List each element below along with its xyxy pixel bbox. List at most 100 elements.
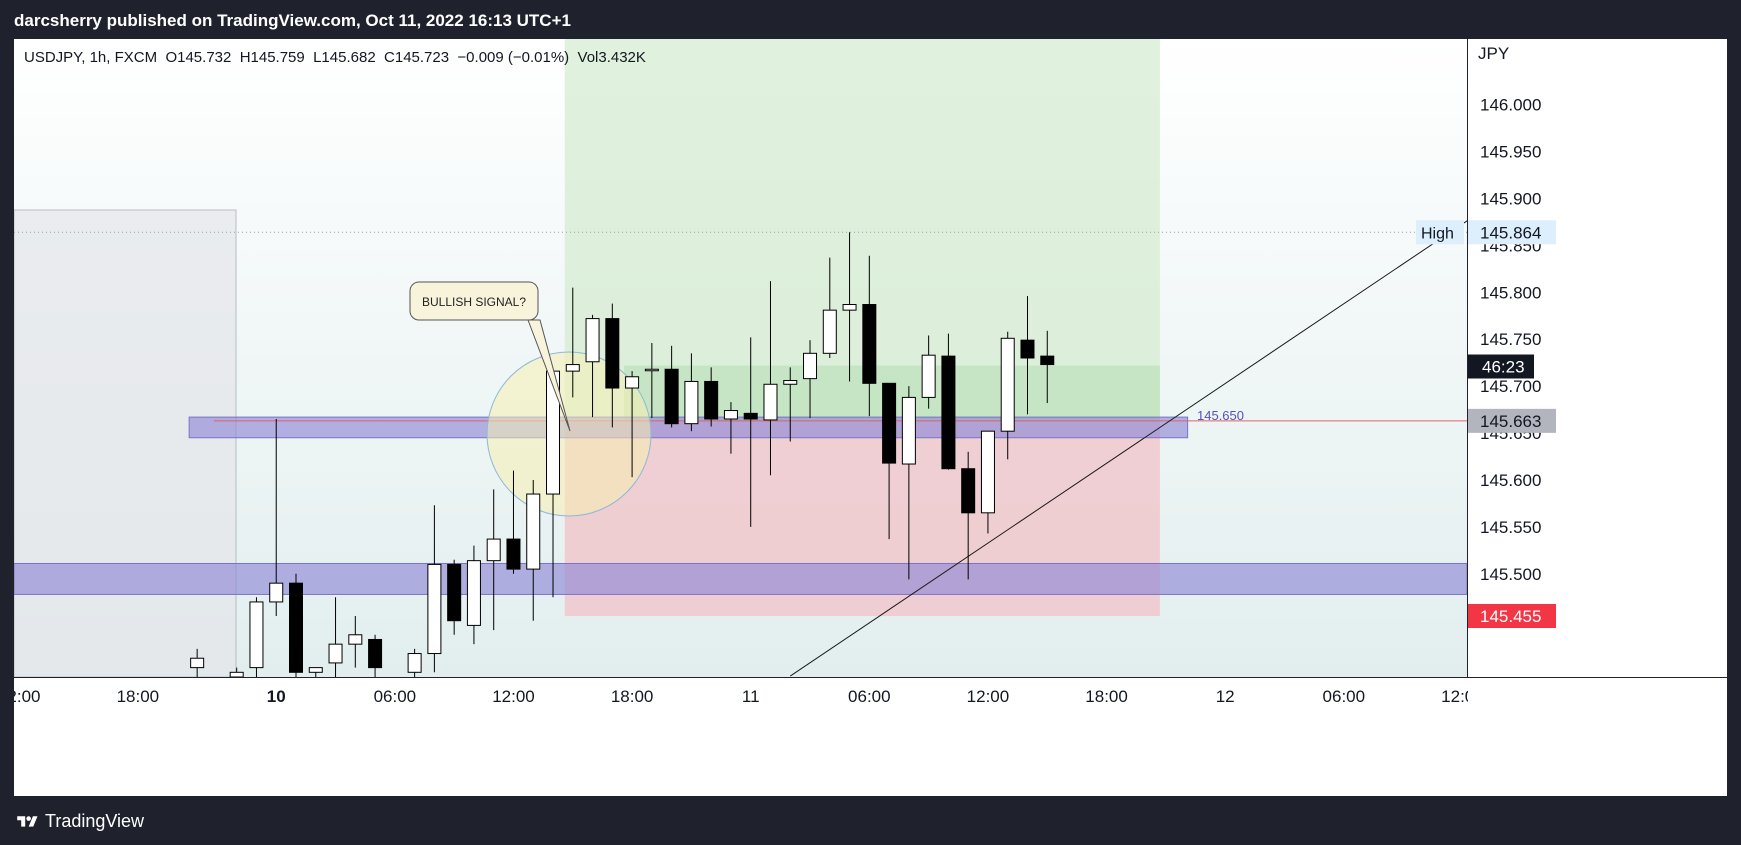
callout-pointer	[527, 319, 571, 432]
candle	[644, 342, 659, 419]
candle-body-bear	[961, 468, 976, 514]
candle	[526, 479, 541, 621]
high-label: High	[1421, 225, 1454, 242]
candle-body-bull	[684, 380, 699, 425]
shaded-session-box	[14, 209, 237, 678]
candle-body-bull	[328, 643, 343, 664]
price-tick: 145.950	[1480, 143, 1541, 162]
symbol-legend: USDJPY, 1h, FXCM O145.732 H145.759 L145.…	[24, 49, 646, 66]
countdown-bg	[1468, 354, 1534, 379]
candle-body-bear	[743, 412, 758, 420]
time-tick: 18:00	[1085, 687, 1128, 706]
candle-body-bull	[526, 493, 541, 570]
candle	[763, 281, 778, 476]
candle	[190, 648, 205, 677]
candle-body-bull	[407, 653, 422, 673]
tradingview-icon	[17, 815, 38, 827]
candle	[961, 451, 976, 580]
time-tick: 12:00	[14, 687, 40, 706]
candle-body-bull	[921, 354, 936, 398]
current-price-label-bg	[1468, 408, 1556, 433]
candle	[921, 335, 936, 409]
candle-body-bull	[190, 657, 205, 669]
candle-body-bull	[585, 318, 600, 363]
candle-body-bear	[605, 318, 620, 389]
candle	[901, 386, 916, 580]
legend-volume: Vol3.432K	[577, 49, 646, 66]
candle	[980, 430, 995, 534]
time-tick: 12:00	[492, 687, 535, 706]
candle	[842, 232, 857, 382]
candle-body-bull	[348, 634, 363, 645]
time-tick: 12	[1216, 687, 1235, 706]
candle	[684, 353, 699, 432]
candle-body-bull	[803, 352, 818, 380]
candle	[447, 559, 462, 635]
current-price-label: 145.663	[1480, 412, 1541, 431]
chart-canvas[interactable]: BULLISH SIGNAL? 145.650 JPY 146.000 145.950 1…	[14, 39, 1727, 796]
candle	[783, 367, 798, 442]
candle-body-bull	[565, 364, 580, 372]
candle-body-bull	[842, 304, 857, 311]
brand-name: TradingView	[45, 811, 145, 831]
countdown-label: 46:23	[1482, 358, 1525, 377]
candle-body-bear	[1040, 355, 1055, 366]
candle-body-bull	[901, 396, 916, 465]
time-tick: 06:00	[1323, 687, 1366, 706]
time-tick: 06:00	[848, 687, 891, 706]
candle-body-bear	[1020, 339, 1035, 359]
candle	[1020, 296, 1035, 415]
price-tick: 145.700	[1480, 377, 1541, 396]
candle-body-bear	[882, 382, 897, 464]
candle	[625, 371, 640, 478]
candle	[368, 634, 383, 677]
candle-body-bear	[941, 355, 956, 470]
legend-symbol[interactable]: USDJPY, 1h, FXCM	[24, 49, 158, 66]
footer: TradingView	[0, 796, 1741, 845]
candle	[249, 597, 264, 677]
legend-open: O145.732	[165, 49, 232, 66]
time-tick: 06:00	[374, 687, 417, 706]
candle	[585, 314, 600, 418]
candle-body-bull	[249, 601, 264, 669]
candle-body-bear	[368, 638, 383, 669]
candle-body-bear	[289, 582, 303, 673]
price-tick: 145.800	[1480, 283, 1541, 302]
time-axis-bg	[14, 677, 1727, 796]
price-tick: 145.750	[1480, 330, 1541, 349]
candle	[506, 470, 521, 574]
candle-body-bull	[980, 430, 995, 514]
time-tick: 10	[267, 687, 286, 706]
candle	[565, 287, 580, 398]
candle	[407, 648, 422, 677]
candle	[862, 255, 877, 417]
publish-info: darcsherry published on TradingView.com,…	[14, 11, 571, 30]
currency-label: JPY	[1478, 44, 1509, 63]
candle-body-bear	[862, 304, 877, 384]
price-tick: 145.900	[1480, 190, 1541, 209]
candle	[466, 545, 481, 645]
candle	[427, 505, 442, 673]
chart-area[interactable]: BULLISH SIGNAL? 145.650 JPY 146.000 145.950 1…	[14, 39, 1727, 796]
candle	[882, 382, 897, 540]
candle	[723, 402, 738, 454]
candle	[269, 418, 284, 617]
candle-body-bull	[486, 538, 501, 562]
tradingview-logo[interactable]: TradingView	[14, 811, 144, 832]
candle	[348, 616, 363, 668]
candle	[743, 337, 758, 527]
candle-body-bull	[269, 582, 284, 603]
legend-high: H145.759	[239, 49, 305, 66]
stop-price-label: 145.455	[1480, 607, 1541, 626]
time-tick: 11	[742, 687, 760, 706]
candle-body-bear	[447, 563, 462, 622]
candle-body-bear	[506, 538, 521, 570]
trendline	[789, 210, 1483, 677]
candle	[803, 340, 818, 419]
callout-box	[409, 281, 539, 321]
highlight-circle	[486, 351, 652, 517]
high-price-label: 145.864	[1480, 223, 1541, 242]
high-price-label-bg	[1468, 220, 1556, 245]
candle-body-bull	[783, 380, 798, 385]
stop-price-label-bg	[1468, 604, 1556, 629]
